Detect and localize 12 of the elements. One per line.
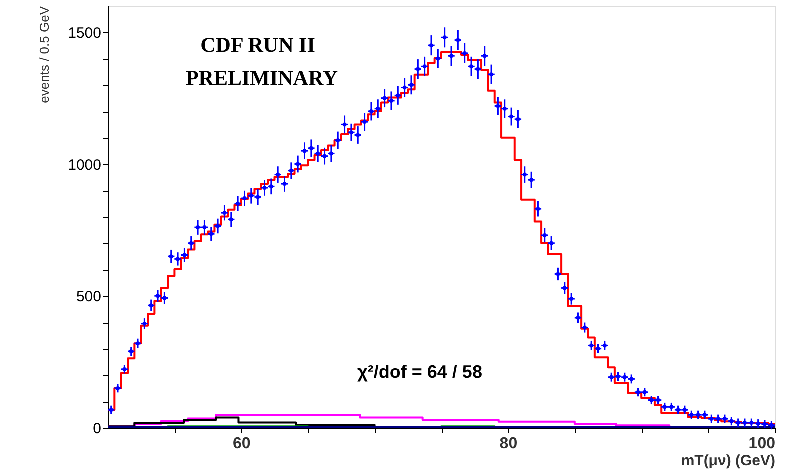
x-tick-label: 100: [748, 436, 776, 452]
annotation: PRELIMINARY: [186, 66, 338, 90]
x-tick-label: 80: [500, 436, 518, 452]
y-tick-label: 1500: [68, 24, 102, 42]
y-axis-title: events / 0.5 GeV: [37, 6, 52, 104]
y-tick-label: 500: [76, 288, 102, 306]
x-tick-label: 60: [233, 436, 251, 452]
x-axis-title: mT(μν) (GeV): [681, 452, 776, 470]
annotation: CDF RUN II: [200, 33, 316, 57]
y-tick-label: 1000: [68, 156, 102, 174]
annotation: χ²/dof = 64 / 58: [358, 362, 482, 382]
y-tick-label: 0: [93, 420, 102, 438]
